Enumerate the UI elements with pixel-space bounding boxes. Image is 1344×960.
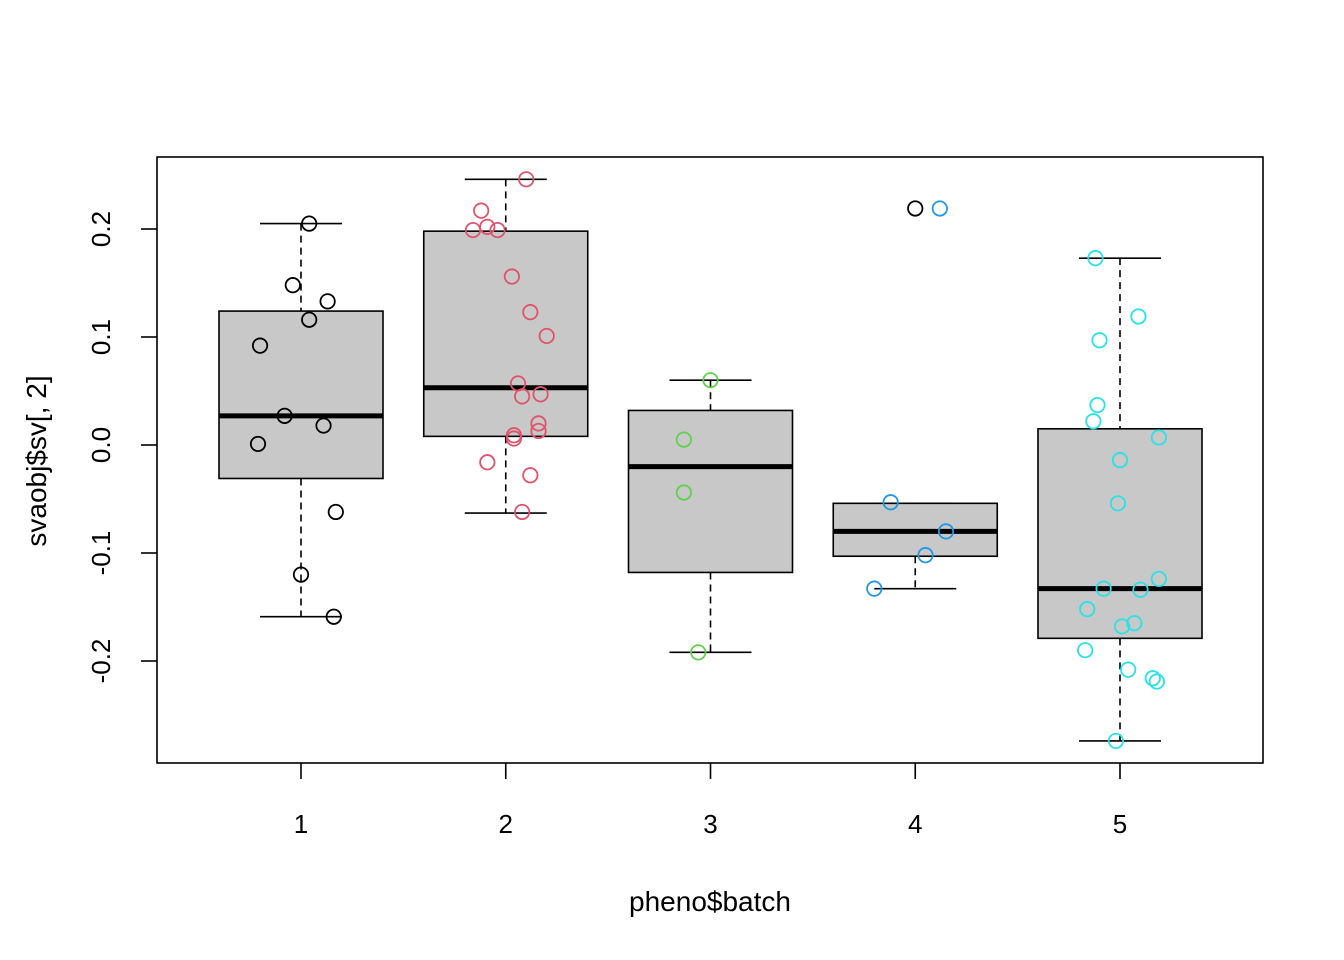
data-point xyxy=(690,644,707,661)
box-group-3 xyxy=(627,379,794,654)
data-point xyxy=(505,430,523,447)
y-axis: -0.2 -0.1 0.0 0.1 0.2 xyxy=(86,211,157,683)
data-point xyxy=(292,566,310,583)
data-point xyxy=(522,304,539,321)
data-point xyxy=(301,311,318,328)
x-tick-label: 3 xyxy=(703,809,717,839)
data-point xyxy=(1111,452,1129,469)
data-point xyxy=(1087,250,1104,267)
y-tick-label: 0.2 xyxy=(86,211,116,247)
points-layer xyxy=(249,171,1168,750)
data-point xyxy=(1150,429,1168,446)
x-tick-label: 4 xyxy=(908,809,922,839)
data-point xyxy=(1132,581,1149,598)
data-point xyxy=(1150,570,1168,588)
data-point xyxy=(530,422,547,440)
data-point xyxy=(489,221,506,239)
data-point xyxy=(503,268,520,285)
data-point xyxy=(1148,673,1165,690)
data-point xyxy=(937,523,955,540)
data-point xyxy=(866,580,883,597)
x-tick-label: 5 xyxy=(1113,809,1127,839)
data-point xyxy=(319,293,336,310)
y-tick-label: 0.1 xyxy=(86,319,116,355)
data-point xyxy=(882,494,899,511)
box-group-1 xyxy=(218,222,384,618)
box-group-2 xyxy=(422,178,589,514)
box-group-5 xyxy=(1037,257,1203,742)
data-point xyxy=(315,417,332,434)
data-point xyxy=(251,337,269,354)
data-point xyxy=(1089,396,1106,414)
x-tick-label: 2 xyxy=(499,809,513,839)
data-point xyxy=(675,484,692,501)
boxes-layer xyxy=(218,178,1203,742)
box-1 xyxy=(218,310,384,480)
data-point xyxy=(1109,495,1127,512)
box-5 xyxy=(1037,427,1203,640)
y-axis-title: svaobj$sv[, 2] xyxy=(21,375,52,546)
data-point xyxy=(479,218,496,235)
y-tick-label: 0.0 xyxy=(86,427,116,463)
x-axis-title: pheno$batch xyxy=(629,886,791,917)
data-point xyxy=(249,435,267,453)
x-tick-label: 1 xyxy=(294,809,308,839)
y-tick-label: -0.1 xyxy=(86,531,116,576)
data-point xyxy=(518,171,535,188)
data-point xyxy=(276,407,293,424)
data-point xyxy=(675,431,692,448)
data-point xyxy=(284,277,301,294)
data-point xyxy=(1113,618,1131,635)
data-point xyxy=(514,388,531,405)
data-point xyxy=(1107,732,1125,750)
data-point xyxy=(301,215,318,232)
y-tick-label: -0.2 xyxy=(86,639,116,684)
data-point xyxy=(327,503,344,521)
data-point xyxy=(325,608,342,625)
data-point xyxy=(1079,601,1096,618)
box-2 xyxy=(422,230,589,438)
data-point xyxy=(1077,642,1094,659)
data-point xyxy=(530,415,547,432)
data-point xyxy=(702,372,719,389)
data-point xyxy=(538,327,555,345)
data-point xyxy=(1095,580,1112,597)
data-point xyxy=(532,386,549,403)
data-point xyxy=(1130,308,1147,325)
data-point xyxy=(1144,670,1161,687)
data-point xyxy=(1120,661,1137,678)
data-point xyxy=(522,467,539,484)
data-point xyxy=(479,454,496,471)
data-point xyxy=(931,200,948,217)
data-point xyxy=(1091,332,1108,349)
data-point xyxy=(907,200,924,217)
data-point xyxy=(917,547,934,564)
data-point xyxy=(1126,615,1143,632)
x-axis: 1 2 3 4 5 xyxy=(294,763,1127,839)
box-group-4 xyxy=(832,502,999,590)
data-point xyxy=(514,503,531,521)
box-3 xyxy=(627,409,794,574)
data-point xyxy=(1085,413,1102,430)
data-point xyxy=(473,202,490,219)
